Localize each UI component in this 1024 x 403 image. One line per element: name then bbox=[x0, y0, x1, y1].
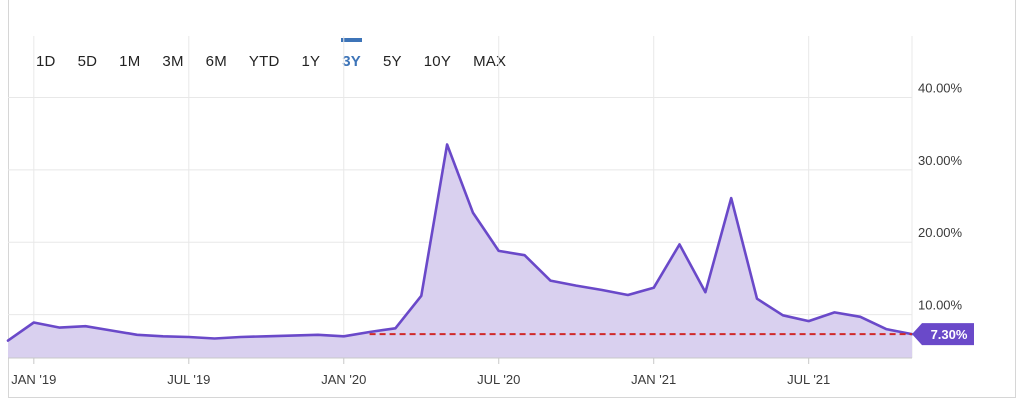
range-1m-button[interactable]: 1M bbox=[119, 52, 141, 70]
x-tick-label: JUL '19 bbox=[167, 372, 210, 387]
y-tick-label: 30.00% bbox=[918, 153, 963, 168]
chart-frame bbox=[8, 0, 1016, 398]
y-tick-label: 10.00% bbox=[918, 298, 963, 313]
x-tick-label: JAN '20 bbox=[321, 372, 366, 387]
range-3y-button[interactable]: 3Y bbox=[341, 37, 362, 70]
data-point bbox=[599, 287, 605, 293]
data-point bbox=[522, 252, 528, 258]
series-line bbox=[6, 143, 914, 342]
data-point bbox=[754, 296, 760, 302]
data-point bbox=[212, 336, 218, 342]
series-area-fill bbox=[8, 144, 912, 358]
data-point bbox=[315, 332, 321, 338]
range-1d-button[interactable]: 1D bbox=[36, 52, 56, 70]
data-point bbox=[677, 241, 683, 247]
last-value-label: 7.30% bbox=[931, 327, 968, 342]
data-point bbox=[832, 309, 838, 315]
y-tick-label: 40.00% bbox=[918, 81, 963, 96]
range-selector: 1D 5D 1M 3M 6M YTD 1Y 3Y 5Y 10Y MAX bbox=[36, 37, 528, 73]
data-point bbox=[31, 320, 37, 326]
data-point bbox=[83, 323, 89, 329]
data-point bbox=[702, 289, 708, 295]
data-point bbox=[857, 314, 863, 320]
range-ytd-button[interactable]: YTD bbox=[248, 52, 280, 70]
label-layer: 7.30% bbox=[912, 323, 974, 346]
x-tick-label: JAN '19 bbox=[11, 372, 56, 387]
range-10y-button[interactable]: 10Y bbox=[423, 52, 452, 70]
axis-layer: 10.00% 20.00% 30.00% 40.00% JAN '19 JUL '19 JA… bbox=[8, 81, 963, 387]
area-layer bbox=[5, 142, 914, 358]
x-tick-label: JAN '21 bbox=[631, 372, 676, 387]
x-tick-label: JUL '21 bbox=[787, 372, 830, 387]
data-point bbox=[263, 333, 269, 339]
data-point bbox=[186, 334, 192, 340]
data-point bbox=[160, 333, 166, 339]
data-point bbox=[5, 338, 11, 344]
data-point bbox=[496, 248, 502, 254]
range-6m-button[interactable]: 6M bbox=[205, 52, 227, 70]
data-point bbox=[134, 332, 140, 338]
data-point bbox=[547, 278, 553, 284]
data-point bbox=[289, 333, 295, 339]
x-tick-label: JUL '20 bbox=[477, 372, 520, 387]
range-1y-button[interactable]: 1Y bbox=[301, 52, 321, 70]
last-value-tag-bg bbox=[912, 323, 974, 346]
data-point bbox=[57, 325, 63, 331]
data-point bbox=[470, 210, 476, 216]
y-tick-label: 20.00% bbox=[918, 225, 963, 240]
data-point bbox=[444, 142, 450, 148]
range-5y-button[interactable]: 5Y bbox=[383, 52, 402, 70]
data-point bbox=[392, 325, 398, 331]
data-point bbox=[418, 293, 424, 299]
data-point bbox=[625, 292, 631, 298]
range-max-button[interactable]: MAX bbox=[473, 52, 507, 70]
range-5d-button[interactable]: 5D bbox=[77, 52, 98, 70]
range-3m-button[interactable]: 3M bbox=[162, 52, 184, 70]
data-point bbox=[651, 285, 657, 291]
data-point bbox=[238, 334, 244, 340]
data-point bbox=[806, 318, 812, 324]
data-point bbox=[728, 195, 734, 201]
data-point bbox=[341, 333, 347, 339]
data-point bbox=[573, 283, 579, 289]
data-point bbox=[108, 328, 114, 334]
data-point bbox=[883, 326, 889, 332]
last-value-tag: 7.30% bbox=[912, 323, 974, 346]
data-point bbox=[780, 312, 786, 318]
